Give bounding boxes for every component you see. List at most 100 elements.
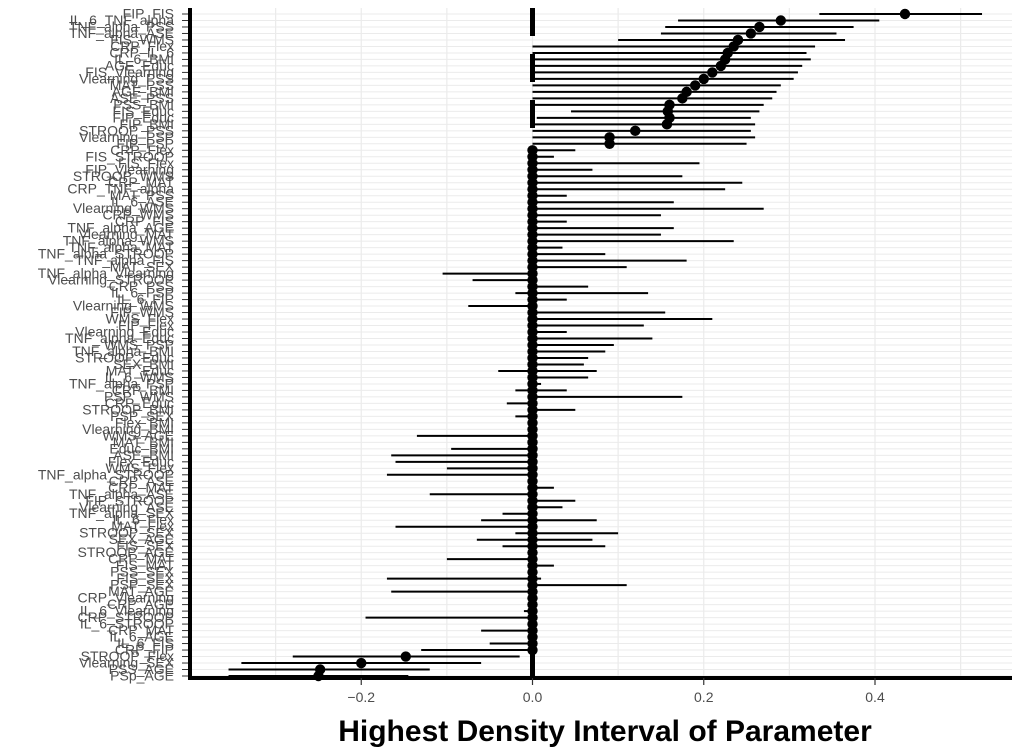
y-tick-label: TNF_alpha_ASE [69, 486, 174, 502]
y-tick-label: FIP_PSP [116, 135, 174, 151]
y-tick-label: CRP_MAT [108, 174, 174, 190]
y-tick-label: FIS_Educ [113, 103, 174, 119]
y-tick-label: Flex_BMI [115, 414, 174, 430]
y-tick-label: PSS_AGE [109, 661, 174, 677]
y-tick-label: PSP_SEX [110, 408, 174, 424]
y-tick-label: SEX_AGE [109, 531, 174, 547]
y-tick-label: STROOP_AGE [78, 544, 174, 560]
y-tick-label: IL_6_BMI [114, 51, 174, 67]
y-tick-label: IL_6_FIS [117, 635, 174, 651]
y-tick-label: CRP_MAT [108, 622, 174, 638]
y-tick-label: IL_6_ASE [111, 194, 174, 210]
hdi-point-estimate [630, 125, 641, 137]
y-tick-label: Vlearning_MAT [79, 226, 175, 242]
hdi-point-estimate [698, 73, 709, 85]
y-tick-label: MAT_AGE [108, 583, 174, 599]
y-tick-label: CRP_MAT [108, 479, 174, 495]
x-tick-layer: −0.2 0.0 0.2 0.4 [347, 678, 885, 705]
y-tick-label: PSS_BMI [113, 96, 174, 112]
y-tick-label: CRP_Educ [105, 395, 174, 411]
y-tick-label: CRP_BMI [112, 382, 174, 398]
y-tick-label: STROOP_SEX [79, 525, 175, 541]
y-tick-label: STROOP_WMS [73, 168, 174, 184]
y-tick-label: MAT_Educ [106, 362, 174, 378]
hdi-point-estimate [754, 21, 765, 33]
y-tick-label: STROOP_Flex [81, 648, 174, 664]
hdi-point-estimate [707, 67, 718, 78]
y-tick-label: IL_6_Vlearning [80, 603, 174, 619]
hdi-point-estimate [661, 119, 673, 130]
y-tick-label: WMS_AGE [102, 427, 174, 443]
y-tick-label: TNF_alpha_ASE [69, 25, 174, 41]
y-tick-label: SEX_BMI [113, 356, 174, 372]
y-tick-label: CRP_AGE [107, 596, 174, 612]
y-tick-label: FIP_WMS [110, 304, 174, 320]
hdi-point-estimate [677, 93, 688, 104]
y-tick-label: TNF_alpha_SEX [69, 505, 175, 521]
hdi-point-estimate [527, 644, 538, 656]
hdi-point-estimate [400, 651, 411, 662]
y-tick-label: PSS_SEX [110, 564, 174, 580]
y-tick-label: FIP_BMI [120, 116, 174, 132]
grid-layer [189, 8, 1012, 678]
y-tick-label: TNF_alpha_STROOP [38, 466, 174, 482]
y-tick-label: Vlearning_BMI [82, 421, 174, 437]
y-tick-label: IL_6_STROOP [80, 616, 174, 632]
hdi-point-estimate [689, 80, 701, 91]
hdi-point-estimate [745, 28, 757, 39]
y-tick-label: FIS_SEX [116, 570, 174, 586]
y-tick-label: FIP_Educ [113, 109, 174, 125]
y-tick-label: STROOP_Educ [75, 349, 174, 365]
y-tick-label: MAT_BMI [113, 434, 174, 450]
y-tick-label: Educ_BMI [109, 440, 174, 456]
point-layer [313, 8, 911, 682]
y-tick-label: TNF_alpha_MAT [68, 239, 174, 255]
y-tick-label: ASE_BMI [113, 447, 174, 463]
y-tick-label: CRP_Flex [110, 38, 174, 54]
axis-layer [188, 8, 1012, 680]
y-tick-label: CRP_TNF_alpha [67, 181, 174, 197]
y-tick-label: CRP_Flex [110, 142, 174, 158]
y-tick-label: WMS_Flex [106, 311, 174, 327]
hdi-point-estimate [356, 657, 367, 669]
y-tick-label: IL_6_TNF_alpha [70, 12, 175, 28]
y-tick-label: Vlearning_ASE [79, 499, 174, 515]
y-tick-label: TNF_alpha_WMS [63, 233, 174, 249]
y-tick-label: Vlearning_SEX [79, 655, 175, 671]
y-tick-label: CRP_ASE [109, 473, 174, 489]
y-tick-label: TNF_alpha_FIS [75, 252, 174, 268]
y-tick-label: AGE_BMI [112, 83, 174, 99]
y-tick-label: FIS_Vlearning [85, 64, 174, 80]
y-tick-label: Vlearning_WMS [73, 200, 174, 216]
y-tick-label: MAT_SEX [110, 259, 175, 275]
y-tick-label: FIP_FIS [123, 6, 174, 22]
x-axis-title: Highest Density Interval of Parameter [338, 715, 872, 748]
y-tick-label: IL_6_Flex [113, 512, 174, 528]
y-tick-label: CRP_WMS [102, 207, 174, 223]
y-tick-label: FIS_SEX [116, 538, 174, 554]
y-tick-label: IL_6_PSP [111, 285, 174, 301]
x-tick-label: 0.0 [523, 689, 543, 705]
y-tick-label: TNF_alpha_BMI [72, 343, 174, 359]
y-tick-label: FIP_Flex [118, 317, 174, 333]
y-tick-label: Vlearning_WMS [73, 298, 174, 314]
hdi-point-estimate [715, 60, 727, 72]
hdi-point-estimate [899, 8, 911, 20]
y-tick-label: FIS_MAT [116, 557, 175, 573]
y-tick-label: ASE_PSS [110, 90, 174, 106]
y-tick-label: PSp_AGE [110, 668, 174, 684]
y-tick-label: TNF_alpha_STROOP [38, 246, 174, 262]
y-tick-label: Vlearning_PSP [79, 129, 174, 145]
y-tick-label: TNF_alpha_PSP [69, 375, 174, 391]
x-tick-label: −0.2 [347, 689, 375, 705]
y-tick-label: MAT_PSS [110, 77, 174, 93]
x-tick-label: 0.2 [694, 689, 714, 705]
y-tick-label: AGE_Educ [105, 57, 174, 73]
y-tick-label: IL_6_FIP [117, 291, 174, 307]
x-tick-label: 0.4 [865, 689, 885, 705]
y-tick-label: WMS_PSP [104, 337, 174, 353]
y-tick-label: FIS_WMS [110, 31, 174, 47]
y-tick-label: CRP_STROOP [78, 609, 174, 625]
